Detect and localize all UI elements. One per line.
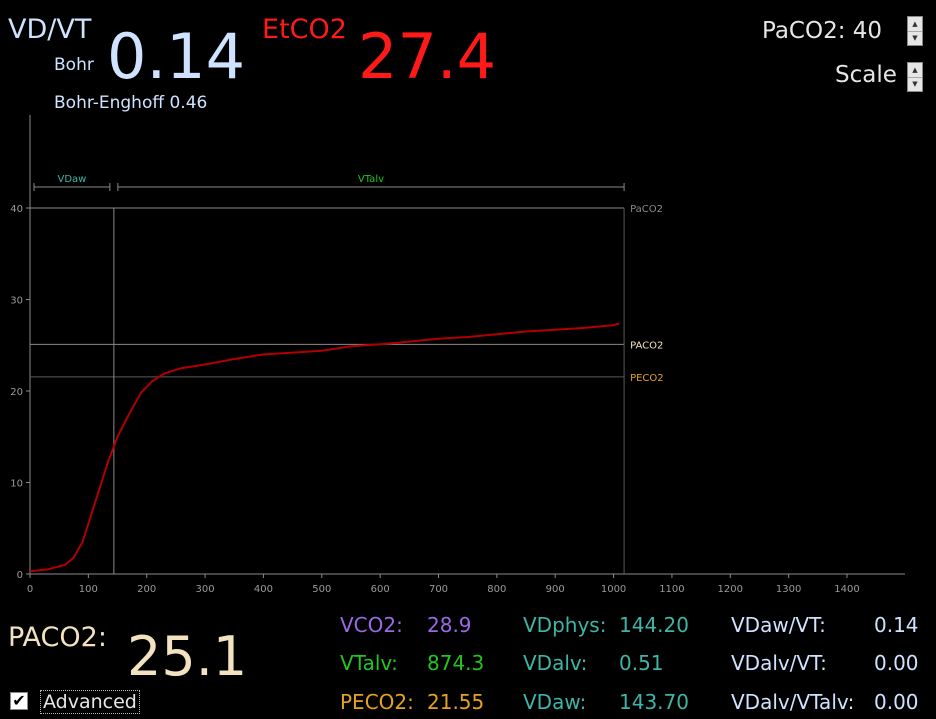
y-tick-label: 30 xyxy=(10,296,23,307)
stat-vdaw-value: 143.70 xyxy=(619,690,689,714)
x-tick-label: 800 xyxy=(487,584,506,595)
ref-label-peco2: PECO2 xyxy=(630,373,664,384)
x-tick-label: 100 xyxy=(79,584,98,595)
scale-label: Scale xyxy=(835,62,897,88)
spinner-down-icon[interactable]: ▼ xyxy=(912,80,918,88)
stat-peco2-label: PECO2: xyxy=(340,690,414,714)
stat-vtalv-value: 874.3 xyxy=(427,651,485,675)
co2-curve xyxy=(29,322,620,573)
stat-vdalv-value: 0.51 xyxy=(619,651,664,675)
stat-vdaw-vt-value: 0.14 xyxy=(874,613,919,637)
vdvt-label: VD/VT xyxy=(8,14,92,45)
x-tick-label: 0 xyxy=(27,584,33,595)
scale-spinner[interactable]: ▲ ▼ xyxy=(907,62,923,92)
spinner-down-icon[interactable]: ▼ xyxy=(912,34,918,42)
bohr-enghoff-value: Bohr-Enghoff 0.46 xyxy=(54,93,208,113)
stat-vdalv-vt-label: VDalv/VT: xyxy=(731,651,827,675)
x-tick-label: 600 xyxy=(371,584,390,595)
stat-vdalv-label: VDalv: xyxy=(523,651,588,675)
bohr-value: 0.14 xyxy=(107,20,246,93)
advanced-label[interactable]: Advanced xyxy=(40,690,140,714)
y-tick-label: 40 xyxy=(10,204,23,215)
capnogram-chart: 0 100 200 300 400 500 600 700 800 900 1000 1100 1200… xyxy=(10,115,905,595)
advanced-checkbox[interactable]: ✔ xyxy=(10,692,28,710)
x-tick-label: 700 xyxy=(429,584,448,595)
paco2-spinner[interactable]: ▲ ▼ xyxy=(907,16,923,46)
x-tick-label: 1000 xyxy=(601,584,626,595)
stat-vdphys-label: VDphys: xyxy=(523,613,607,637)
x-tick-label: 500 xyxy=(312,584,331,595)
stat-vdaw-vt-label: VDaw/VT: xyxy=(731,613,826,637)
chart-axes: 0 100 200 300 400 500 600 700 800 900 1000 1100 1200… xyxy=(10,115,905,595)
paco2-setting: PaCO2: 40 xyxy=(762,18,883,44)
stat-vco2-value: 28.9 xyxy=(427,613,472,637)
ref-label-paco2: PACO2 xyxy=(630,340,663,351)
ref-label-paco2: PaCO2 xyxy=(630,204,663,215)
etco2-label: EtCO2 xyxy=(262,14,347,45)
volume-segments: VDaw VTalv xyxy=(33,174,625,574)
paco2-footer-value: 25.1 xyxy=(127,625,248,688)
x-tick-label: 300 xyxy=(196,584,215,595)
x-tick-label: 400 xyxy=(254,584,273,595)
paco2-footer-label: PACO2: xyxy=(8,622,107,653)
y-tick-label: 10 xyxy=(10,479,23,490)
y-tick-label: 0 xyxy=(17,570,23,581)
reference-lines: PaCO2 PACO2 PECO2 xyxy=(30,204,664,384)
x-tick-label: 1300 xyxy=(776,584,801,595)
bohr-label: Bohr xyxy=(54,55,94,75)
stat-vdphys-value: 144.20 xyxy=(619,613,689,637)
segment-label-vtalv: VTalv xyxy=(358,174,384,185)
x-tick-label: 1100 xyxy=(659,584,684,595)
stat-vdaw-label: VDaw: xyxy=(523,690,587,714)
stat-peco2-value: 21.55 xyxy=(427,690,485,714)
x-tick-label: 900 xyxy=(546,584,565,595)
stat-vdalv-vtalv-value: 0.00 xyxy=(874,690,919,714)
stat-vco2-label: VCO2: xyxy=(340,613,403,637)
check-icon: ✔ xyxy=(12,691,26,710)
spinner-up-icon[interactable]: ▲ xyxy=(908,63,922,78)
x-tick-label: 200 xyxy=(137,584,156,595)
stat-vdalv-vt-value: 0.00 xyxy=(874,651,919,675)
x-tick-label: 1200 xyxy=(718,584,743,595)
stat-vdalv-vtalv-label: VDalv/VTalv: xyxy=(731,690,855,714)
spinner-up-icon[interactable]: ▲ xyxy=(908,17,922,32)
stat-vtalv-label: VTalv: xyxy=(340,651,398,675)
y-tick-label: 20 xyxy=(10,387,23,398)
etco2-value: 27.4 xyxy=(358,20,497,93)
segment-label-vdaw: VDaw xyxy=(57,174,86,185)
x-tick-label: 1400 xyxy=(834,584,859,595)
